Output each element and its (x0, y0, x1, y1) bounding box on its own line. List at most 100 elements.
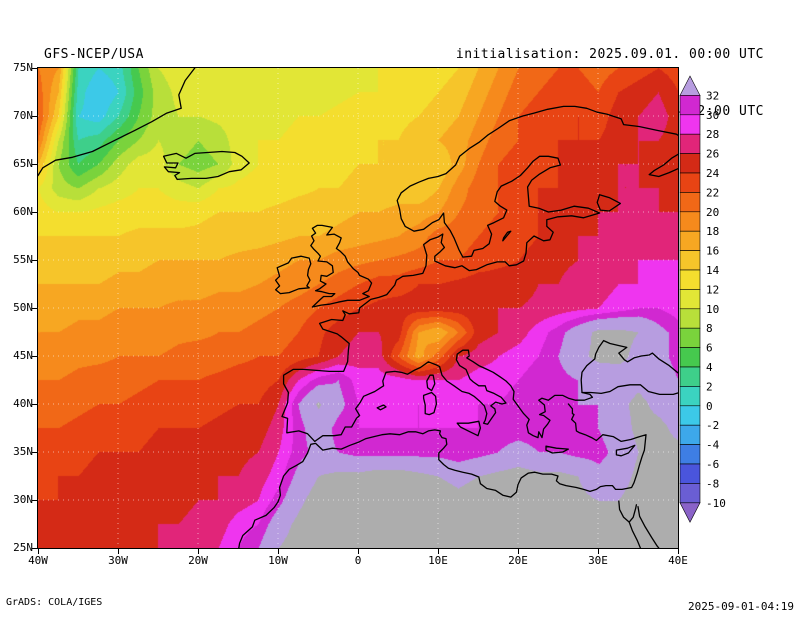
colorbar-tick-label: 30 (706, 109, 719, 122)
coastline-lake_ladoga (596, 194, 622, 212)
colorbar-swatch (679, 133, 701, 154)
colorbar-tick-label: -8 (706, 477, 719, 490)
coastline-ireland (274, 255, 312, 295)
colorbar-swatch (679, 153, 701, 174)
grads-credit: GrADS: COLA/IGES (6, 597, 103, 608)
colorbar-tick-label: 10 (706, 303, 719, 316)
x-axis-tick (517, 549, 519, 554)
y-axis-label: 40N (13, 397, 33, 410)
colorbar-tick-label: 12 (706, 283, 719, 296)
coastline-sardinia (422, 391, 438, 416)
x-axis-tick (357, 549, 359, 554)
colorbar-tick-label: 14 (706, 264, 720, 277)
colorbar-swatch (679, 424, 701, 445)
x-axis-label: 20E (508, 554, 528, 567)
y-axis-label: 35N (13, 445, 33, 458)
colorbar-tick-label: 28 (706, 128, 719, 141)
coastline-cyprus (615, 444, 636, 457)
colorbar-tick-label: 16 (706, 245, 719, 258)
coastline-red_sea_suez (618, 500, 642, 548)
colorbar-bottom-triangle (679, 502, 701, 523)
coastline-overlay (38, 68, 678, 548)
coastline-greenland_east_coast (38, 68, 196, 177)
colorbar-tick-label: 4 (706, 361, 713, 374)
coastline-gotland (502, 230, 512, 242)
y-axis-label: 30N (13, 493, 33, 506)
colorbar-swatch (679, 463, 701, 484)
colorbar-tick-label: 32 (706, 89, 719, 102)
x-axis-label: 10E (428, 554, 448, 567)
colorbar-tick-label: 18 (706, 225, 719, 238)
colorbar-swatch (679, 250, 701, 271)
x-axis-tick (117, 549, 119, 554)
x-axis-label: 30W (108, 554, 128, 567)
y-axis-label: 55N (13, 253, 33, 266)
colorbar-tick-label: 6 (706, 342, 713, 355)
coastline-red_sea_arabia (637, 506, 660, 548)
colorbar-swatch (679, 327, 701, 348)
coastline-crete (545, 445, 570, 454)
colorbar-tick-label: 24 (706, 167, 720, 180)
colorbar-top-triangle (679, 75, 701, 96)
x-axis-label: 20W (188, 554, 208, 567)
y-axis-label: 25N (13, 541, 33, 554)
colorbar-swatch (679, 308, 701, 329)
y-axis-label: 75N (13, 61, 33, 74)
colorbar-tick-label: 20 (706, 206, 719, 219)
colorbar-tick-label: 22 (706, 186, 719, 199)
x-axis-tick (597, 549, 599, 554)
colorbar-swatch (679, 347, 701, 368)
colorbar-swatch (679, 444, 701, 465)
x-axis-label: 30E (588, 554, 608, 567)
model-title: GFS-NCEP/USA (44, 47, 144, 62)
coastline-mediterranean_north (314, 349, 594, 443)
colorbar-swatch (679, 289, 701, 310)
colorbar-swatch (679, 114, 701, 135)
coastline-corsica (426, 374, 436, 392)
colorbar-swatch (679, 192, 701, 213)
colorbar-tick-label: -6 (706, 458, 719, 471)
x-axis-tick (677, 549, 679, 554)
x-axis-label: 40E (668, 554, 688, 567)
x-axis-tick (197, 549, 199, 554)
colorbar-tick-label: 0 (706, 400, 713, 413)
y-axis-label: 65N (13, 157, 33, 170)
colorbar-swatch (679, 405, 701, 426)
coastline-majorca (376, 404, 387, 411)
colorbar-tick-label: -10 (706, 497, 726, 510)
y-axis-label: 60N (13, 205, 33, 218)
colorbar-swatch (679, 269, 701, 290)
x-axis-tick (277, 549, 279, 554)
coastline-great_britain (310, 224, 373, 308)
x-axis-label: 0 (354, 554, 362, 567)
coastline-europe_atlantic_arctic (281, 105, 678, 443)
creation-timestamp: 2025-09-01-04:19 (688, 600, 794, 613)
colorbar-tick-label: -4 (706, 439, 720, 452)
colorbar-tick-label: 26 (706, 148, 719, 161)
coastline-black_sea (580, 339, 678, 396)
y-axis-label: 70N (13, 109, 33, 122)
colorbar-swatch (679, 230, 701, 251)
colorbar-tick-label: -2 (706, 419, 719, 432)
initialisation-time: initialisation: 2025.09.01. 00:00 UTC (455, 47, 764, 62)
colorbar-swatch (679, 483, 701, 504)
x-axis-tick (37, 549, 39, 554)
colorbar-swatch (679, 172, 701, 193)
coastline-iceland (162, 150, 250, 181)
coastline-sicily (456, 420, 482, 437)
coastline-red_sea_sinai (628, 504, 638, 523)
colorbar-swatch (679, 386, 701, 407)
colorbar-swatch (679, 211, 701, 232)
colorbar-swatch (679, 95, 701, 116)
y-axis-label: 45N (13, 349, 33, 362)
colorbar-tick-label: 8 (706, 322, 713, 335)
y-axis-label: 50N (13, 301, 33, 314)
colorbar-swatch (679, 366, 701, 387)
colorbar-tick-label: 2 (706, 380, 713, 393)
x-axis-tick (437, 549, 439, 554)
x-axis-label: 10W (268, 554, 288, 567)
coastline-turkey_levant_africa (238, 403, 647, 548)
map-plot-area (37, 67, 679, 549)
